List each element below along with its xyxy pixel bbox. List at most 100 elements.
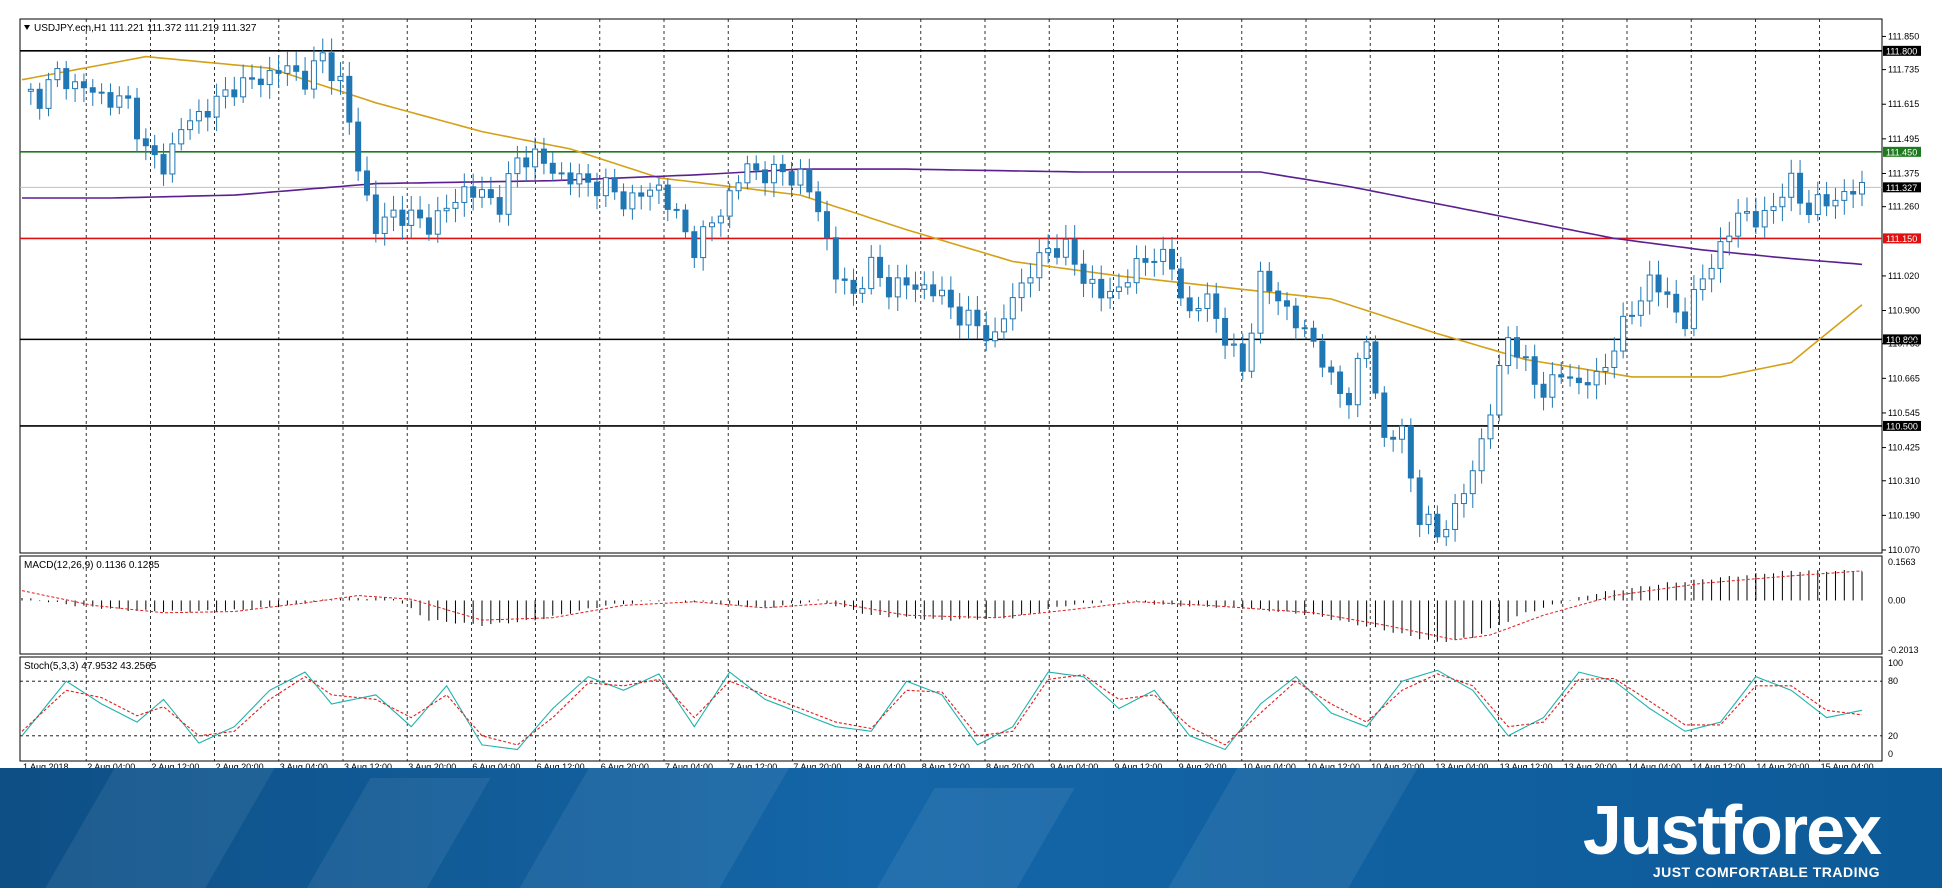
level-price-text: 110.500 xyxy=(1886,421,1918,431)
candle-body xyxy=(903,277,910,286)
candle-body xyxy=(576,173,583,185)
candle-body xyxy=(1204,293,1211,310)
candle-body xyxy=(275,70,282,74)
candle-body xyxy=(841,278,848,281)
time-tick-label: 13 Aug 12:00 xyxy=(1500,762,1553,768)
candle-body xyxy=(567,172,574,185)
candle-body xyxy=(328,52,335,82)
candle-body xyxy=(1239,343,1246,372)
trading-chart[interactable]: 111.800 111.450 111.150 110.800 110.500 111.3… xyxy=(0,0,1942,768)
candle-body xyxy=(1363,341,1370,359)
time-tick-label: 14 Aug 04:00 xyxy=(1628,762,1681,768)
candle-body xyxy=(452,201,459,209)
collapse-triangle-icon[interactable] xyxy=(24,25,30,30)
candle-body xyxy=(682,209,689,233)
time-tick-label: 9 Aug 04:00 xyxy=(1050,762,1098,768)
candle-body xyxy=(1690,289,1697,330)
time-tick-label: 7 Aug 04:00 xyxy=(665,762,713,768)
candle-body xyxy=(1584,382,1591,386)
price-tick-label: 111.735 xyxy=(1888,65,1919,75)
candle-body xyxy=(1098,278,1105,299)
candle-body xyxy=(142,138,149,147)
candle-body xyxy=(1637,300,1644,316)
candle-body xyxy=(470,186,477,198)
candle-body xyxy=(594,181,600,197)
candle-body xyxy=(1752,211,1759,228)
candle-body xyxy=(1850,191,1857,195)
candle-body xyxy=(983,325,990,342)
candle-body xyxy=(390,209,397,218)
price-tick-label: 111.375 xyxy=(1888,168,1919,178)
candle-body xyxy=(1540,383,1547,398)
candle-body xyxy=(1717,241,1724,269)
candle-body xyxy=(27,88,34,92)
price-tick-label: 110.785 xyxy=(1888,339,1920,349)
candle-body xyxy=(134,97,140,140)
candle-body xyxy=(1452,503,1459,530)
candle-body xyxy=(1080,263,1087,284)
stoch-signal-line xyxy=(21,673,1863,746)
price-axis: 111.800 111.450 111.150 110.800 110.500 111.3… xyxy=(1882,31,1921,555)
candle-body xyxy=(1036,252,1043,279)
candle-body xyxy=(620,191,627,210)
candle-body xyxy=(1142,258,1149,263)
candle-body xyxy=(72,81,79,90)
candle-body xyxy=(80,81,87,89)
candle-body xyxy=(310,60,317,90)
candle-body xyxy=(151,145,158,156)
candle-body xyxy=(824,211,830,239)
candle-body xyxy=(63,68,70,90)
candle-body xyxy=(302,70,309,90)
candle-body xyxy=(1000,318,1007,333)
level-price-tag xyxy=(1883,146,1921,157)
candle-body xyxy=(885,277,892,298)
stochastic-panel[interactable] xyxy=(19,656,1883,762)
candle-body xyxy=(204,110,211,118)
candle-body xyxy=(1443,528,1450,538)
candle-body xyxy=(1531,356,1538,385)
candle-body xyxy=(947,289,954,308)
price-tick-label: 110.425 xyxy=(1888,443,1920,453)
candle-body xyxy=(1372,341,1379,394)
candle-body xyxy=(337,75,344,82)
candle-body xyxy=(417,209,424,219)
candle-body xyxy=(505,173,512,215)
candle-body xyxy=(1416,477,1423,525)
time-tick-label: 9 Aug 12:00 xyxy=(1114,762,1162,768)
candle-body xyxy=(1319,340,1326,368)
candle-body xyxy=(1567,376,1574,379)
candle-body xyxy=(726,190,733,217)
candle-body xyxy=(691,231,698,259)
candle-body xyxy=(1646,274,1653,302)
candle-body xyxy=(956,306,963,326)
candle-body xyxy=(1115,286,1122,292)
candle-body xyxy=(45,79,52,109)
candle-body xyxy=(1160,248,1167,262)
candle-body xyxy=(1744,211,1750,214)
candle-body xyxy=(992,331,999,342)
stoch-tick-label: 20 xyxy=(1888,731,1898,741)
candle-body xyxy=(939,289,945,297)
candle-body xyxy=(540,148,547,164)
candle-body xyxy=(779,163,786,173)
candle-body xyxy=(1133,258,1140,284)
candle-body xyxy=(1107,290,1114,299)
candle-body xyxy=(877,256,884,279)
candle-body xyxy=(1814,194,1821,216)
level-price-tag xyxy=(1883,334,1921,345)
candle-body xyxy=(770,163,777,184)
macd-signal-line xyxy=(21,570,1863,641)
candle-body xyxy=(1399,425,1405,440)
price-tick-label: 111.020 xyxy=(1888,271,1919,281)
candle-body xyxy=(266,70,273,86)
candle-body xyxy=(1434,513,1441,538)
candle-body xyxy=(558,172,565,175)
candle-body xyxy=(753,163,760,171)
candle-body xyxy=(231,89,238,98)
macd-tick-label: 0.1563 xyxy=(1888,557,1916,567)
candle-body xyxy=(815,191,822,213)
time-tick-label: 6 Aug 04:00 xyxy=(472,762,520,768)
level-price-tag xyxy=(1883,45,1921,56)
time-tick-label: 2 Aug 12:00 xyxy=(151,762,199,768)
candle-body xyxy=(930,284,937,297)
